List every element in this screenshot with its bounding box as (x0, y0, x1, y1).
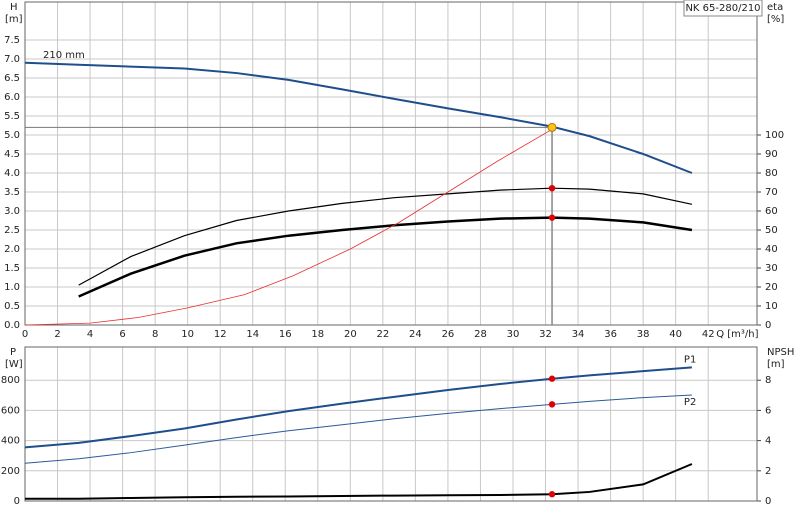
y2-axis-label: NPSH (767, 347, 794, 358)
x-tick-label: 26 (442, 329, 455, 340)
y-tick-label: 800 (1, 375, 20, 386)
x-tick-label: 20 (344, 329, 357, 340)
y2-tick-label: 50 (765, 225, 778, 236)
y2-tick-label: 4 (765, 436, 771, 447)
x-tick-label: 10 (181, 329, 194, 340)
curve (24, 128, 553, 326)
y2-tick-label: 90 (765, 149, 778, 160)
y2-tick-label: 8 (765, 375, 771, 386)
title-box (683, 0, 763, 17)
y-axis-label: H (10, 2, 18, 13)
x-tick-label: 22 (376, 329, 389, 340)
curve (24, 366, 693, 449)
y2-tick-label: 20 (765, 282, 778, 293)
y-tick-label: 3.5 (4, 187, 20, 198)
y-tick-label: 1.5 (4, 263, 20, 274)
y2-tick-label: 30 (765, 263, 778, 274)
y-tick-label: 0.0 (4, 320, 20, 331)
x-tick-label: 36 (604, 329, 617, 340)
x-tick-label: 34 (572, 329, 585, 340)
y-tick-label: 600 (1, 405, 20, 416)
x-tick-label: 42 (702, 329, 715, 340)
chart-title: NK 65-280/210 (685, 3, 760, 14)
y-tick-label: 2.5 (4, 225, 20, 236)
y-tick-label: 7.0 (4, 54, 20, 65)
duty-dot (548, 401, 556, 408)
y-tick-label: 5.0 (4, 130, 20, 141)
y2-tick-label: 10 (765, 301, 778, 312)
curve (24, 394, 692, 464)
x-tick-label: 38 (637, 329, 650, 340)
y2-tick-label: 0 (765, 320, 771, 331)
y2-tick-label: 40 (765, 244, 778, 255)
y-tick-label: 6.0 (4, 92, 20, 103)
x-tick-label: 18 (311, 329, 324, 340)
y-tick-label: 0.5 (4, 301, 20, 312)
curve (78, 216, 693, 298)
x-tick-label: 16 (279, 329, 292, 340)
duty-dot (548, 185, 556, 192)
x-tick-label: 30 (507, 329, 520, 340)
duty-dot (548, 491, 556, 498)
curve-label: P1 (684, 354, 696, 365)
y-tick-label: 3.0 (4, 206, 20, 217)
curve (25, 463, 693, 500)
y2-tick-label: 100 (765, 130, 784, 141)
plot-frame (24, 346, 758, 502)
y-tick-label: 400 (1, 436, 20, 447)
y-tick-label: 1.0 (4, 282, 20, 293)
duty-dot (548, 214, 556, 221)
y-axis-unit: [m] (5, 14, 23, 25)
y-axis-unit: [W] (5, 359, 23, 370)
y2-tick-label: 2 (765, 466, 771, 477)
x-tick-label: 24 (409, 329, 422, 340)
y-tick-label: 6.5 (4, 73, 20, 84)
x-tick-label: 40 (669, 329, 682, 340)
x-tick-label: 12 (214, 329, 227, 340)
x-tick-label: 6 (119, 329, 125, 340)
y2-tick-label: 70 (765, 187, 778, 198)
x-tick-label: 4 (87, 329, 93, 340)
y-tick-label: 4.5 (4, 149, 20, 160)
y2-axis-unit: [m] (767, 359, 785, 370)
curve-label: P2 (684, 397, 696, 408)
y-tick-label: 7.5 (4, 35, 20, 46)
y2-axis-label: eta (767, 2, 783, 13)
x-tick-label: 8 (152, 329, 158, 340)
y2-axis-unit: [%] (767, 14, 784, 25)
y-tick-label: 2.0 (4, 244, 20, 255)
x-axis-label: Q [m³/h] (716, 329, 758, 340)
y2-tick-label: 6 (765, 405, 771, 416)
x-tick-label: 2 (54, 329, 60, 340)
y2-tick-label: 60 (765, 206, 778, 217)
y-tick-label: 200 (1, 466, 20, 477)
y-tick-label: 5.5 (4, 111, 20, 122)
curve (24, 61, 693, 174)
duty-dot (548, 375, 556, 382)
operating-point (547, 122, 557, 132)
x-tick-label: 32 (539, 329, 552, 340)
x-tick-label: 28 (474, 329, 487, 340)
x-tick-label: 14 (246, 329, 259, 340)
y2-tick-label: 80 (765, 168, 778, 179)
x-tick-label: 0 (22, 329, 28, 340)
curve (78, 187, 693, 286)
y2-tick-label: 0 (765, 496, 771, 507)
y-tick-label: 0 (14, 496, 20, 507)
plot-frame (24, 1, 758, 326)
y-axis-label: P (10, 347, 16, 358)
y-tick-label: 4.0 (4, 168, 20, 179)
curve-label: 210 mm (43, 50, 85, 61)
